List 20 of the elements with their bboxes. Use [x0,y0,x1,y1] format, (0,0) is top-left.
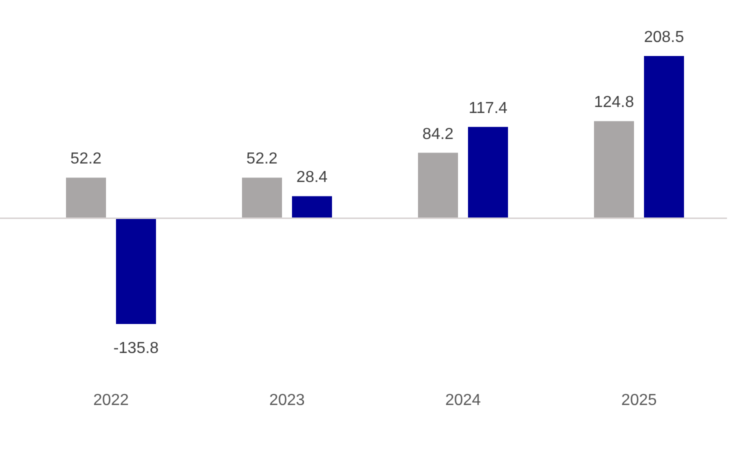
data-label: 52.2 [246,150,278,168]
bar [418,152,458,218]
data-label: 208.5 [644,29,684,46]
bar [594,121,634,218]
data-label: 52.2 [70,150,102,168]
bar [644,56,684,218]
x-tick-label: 2025 [621,392,657,409]
x-tick-label: 2022 [93,392,129,409]
x-tick-label: 2023 [269,392,305,409]
data-label: -135.8 [113,340,159,357]
x-tick-label: 2024 [445,392,481,409]
bar [242,178,282,218]
data-label: 84.2 [422,126,454,143]
data-label: 124.8 [594,94,634,112]
data-label: 117.4 [468,100,508,117]
bar [66,178,106,218]
bar [292,196,332,218]
data-label: 28.4 [296,169,328,186]
bar [468,126,508,218]
bar [116,218,156,324]
